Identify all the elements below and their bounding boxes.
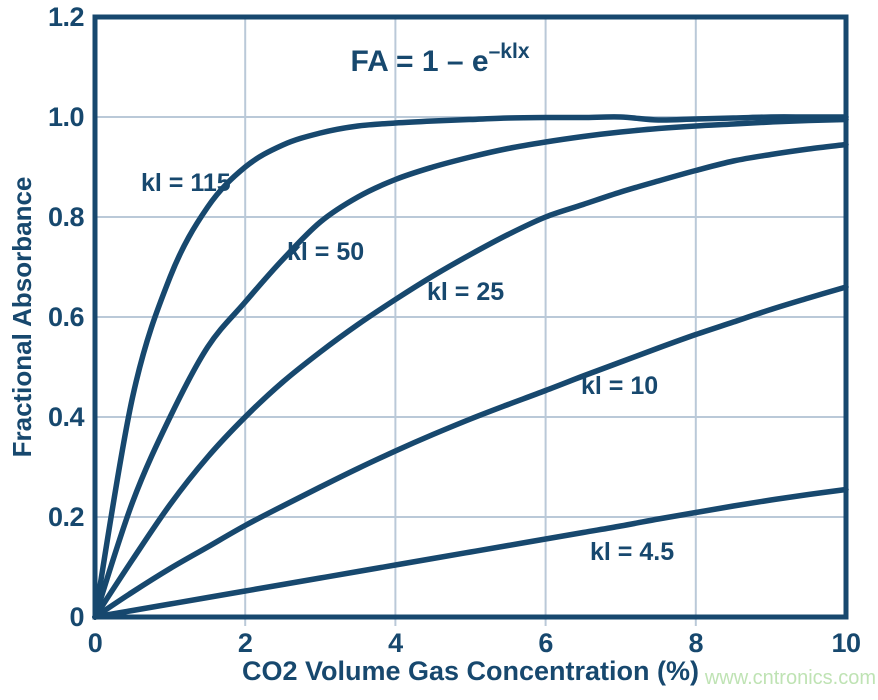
x-tick-8: 8 <box>688 628 704 658</box>
formula-base: FA = 1 – e <box>350 45 489 78</box>
chart-formula: FA = 1 – e–klx <box>280 40 600 79</box>
y-tick-1.0: 1.0 <box>47 102 85 132</box>
curve-label-kl-115: kl = 115 <box>141 169 231 197</box>
curve-label-kl-10: kl = 10 <box>581 372 659 400</box>
curve-kl-50 <box>92 116 849 620</box>
watermark-link[interactable]: www.cntronics.com <box>704 667 876 689</box>
x-tick-2: 2 <box>237 628 253 658</box>
y-tick-0.6: 0.6 <box>47 302 85 332</box>
curve-kl-10 <box>92 284 849 620</box>
curve-kl-25 <box>92 141 849 620</box>
x-tick-4: 4 <box>388 628 403 658</box>
y-tick-1.2: 1.2 <box>47 2 85 32</box>
y-tick-0.2: 0.2 <box>47 502 85 532</box>
curve-kl-4.5 <box>92 486 849 620</box>
plot-border <box>92 14 849 620</box>
x-tick-10: 10 <box>831 628 861 658</box>
curve-label-kl-25: kl = 25 <box>427 278 505 306</box>
x-axis-title: CO2 Volume Gas Concentration (%) <box>241 656 700 686</box>
y-tick-0.8: 0.8 <box>47 202 85 232</box>
y-tick-0: 0 <box>69 602 84 632</box>
y-tick-0.4: 0.4 <box>47 402 85 432</box>
curve-label-kl-4.5: kl = 4.5 <box>590 538 675 566</box>
x-tick-0: 0 <box>87 628 103 658</box>
y-axis-title: Fractional Absorbance <box>7 176 37 458</box>
formula-exponent: –klx <box>488 40 530 63</box>
curve-kl-115 <box>92 114 849 620</box>
x-tick-6: 6 <box>538 628 553 658</box>
curve-label-kl-50: kl = 50 <box>287 238 365 266</box>
